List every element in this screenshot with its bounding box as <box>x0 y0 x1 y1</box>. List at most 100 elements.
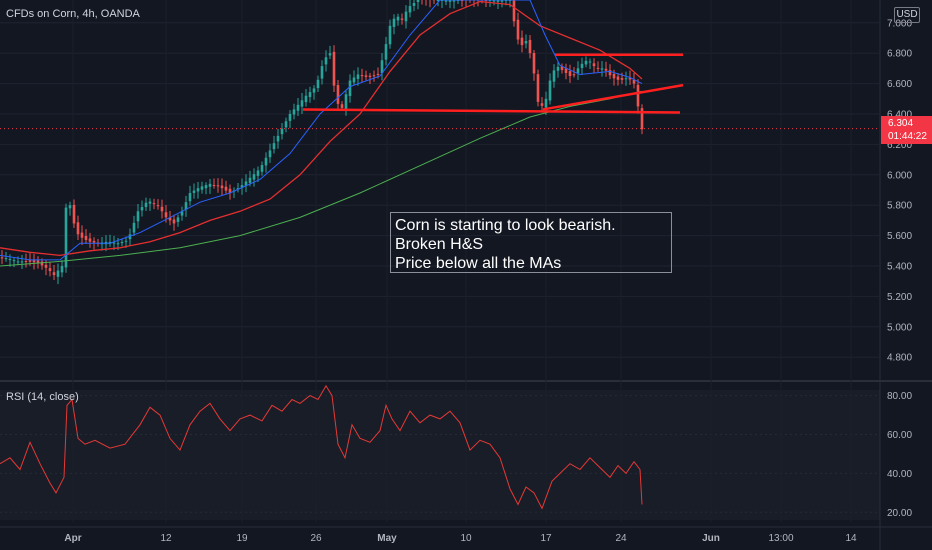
candle-body <box>604 68 608 71</box>
candle-body <box>220 185 224 189</box>
moving-averages <box>0 0 643 267</box>
candle-body <box>172 219 176 224</box>
candle-body <box>304 95 308 103</box>
candle-body <box>372 75 376 77</box>
candle-body <box>364 75 368 77</box>
candle-body <box>92 240 96 243</box>
candle-body <box>308 92 312 98</box>
candle-body <box>500 0 504 2</box>
time-tick-label: 26 <box>310 533 322 544</box>
candle-body <box>152 203 156 205</box>
time-tick-label: 12 <box>160 533 172 544</box>
candle-body <box>200 186 204 190</box>
trendline-neckline <box>302 108 681 114</box>
rsi-band <box>0 390 880 520</box>
candle-body <box>16 261 20 263</box>
candle-body <box>52 272 56 276</box>
candle-body <box>528 39 532 54</box>
rsi-tick-label: 80.00 <box>887 391 912 402</box>
candle-body <box>448 0 452 2</box>
candle-body <box>504 0 508 2</box>
time-tick-label: 19 <box>236 533 248 544</box>
candle-body <box>24 261 28 263</box>
candle-body <box>36 260 40 263</box>
candle-body <box>360 75 364 77</box>
time-tick-label: 17 <box>540 533 552 544</box>
candle-body <box>296 104 300 111</box>
candle-body <box>48 268 52 272</box>
candle-body <box>324 57 328 65</box>
candle-body <box>216 185 220 187</box>
candle-body <box>380 60 384 74</box>
candle-body <box>188 193 192 202</box>
candle-body <box>632 79 636 84</box>
price-tick-label: 6.400 <box>887 110 912 121</box>
candle-body <box>180 211 184 216</box>
candle-body <box>328 53 332 56</box>
price-tick-label: 6.800 <box>887 49 912 60</box>
candle-body <box>588 61 592 63</box>
candle-body <box>292 109 296 115</box>
time-tick-label: 13:00 <box>768 533 793 544</box>
candle-body <box>344 94 348 110</box>
candle-body <box>56 270 60 277</box>
candle-body <box>8 259 12 261</box>
ma-slow-line <box>0 90 643 267</box>
candle-body <box>608 70 612 76</box>
currency-badge[interactable]: USD <box>894 7 920 23</box>
candle-body <box>496 0 500 2</box>
candle-body <box>300 100 304 107</box>
time-tick-label: May <box>377 533 397 544</box>
axes: 7.000 6.800 6.600 6.400 6.200 6.000 5.800 5.600… <box>64 18 912 544</box>
price-tick-label: 5.600 <box>887 231 912 242</box>
annotation-line-1: Corn is starting to look bearish. <box>395 217 616 234</box>
price-tick-label: 5.400 <box>887 262 912 273</box>
candle-body <box>144 202 148 208</box>
candle-body <box>208 183 212 187</box>
candle-body <box>336 85 340 104</box>
candle-body <box>40 261 44 266</box>
last-price-tag: 6.304 01:44:22 <box>881 116 932 144</box>
candle-body <box>512 0 516 22</box>
candle-body <box>288 114 292 121</box>
candle-body <box>276 135 280 142</box>
ma-mid-line <box>0 0 643 257</box>
candle-body <box>4 258 8 260</box>
price-tick-label: 4.800 <box>887 353 912 364</box>
candle-body <box>72 204 76 224</box>
candle-body <box>636 84 640 107</box>
time-tick-label: Apr <box>64 533 81 544</box>
candle-body <box>352 77 356 83</box>
candle-body <box>196 188 200 192</box>
candle-body <box>268 150 272 158</box>
candle-body <box>332 51 336 86</box>
candle-body <box>240 185 244 188</box>
candle-body <box>580 63 584 69</box>
candle-body <box>576 68 580 74</box>
rsi-tick-label: 60.00 <box>887 430 912 441</box>
candle-body <box>404 11 408 22</box>
candle-body <box>640 108 644 130</box>
trendline-rising-support <box>542 83 684 111</box>
candle-body <box>616 76 620 80</box>
rsi-tick-label: 40.00 <box>887 469 912 480</box>
candle-body <box>388 25 392 45</box>
candle-body <box>80 232 84 238</box>
candle-body <box>280 128 284 135</box>
candle-body <box>272 143 276 150</box>
candle-body <box>532 52 536 74</box>
candle-body <box>540 103 544 106</box>
candle-body <box>560 66 564 70</box>
rsi-series <box>0 384 643 510</box>
candle-body <box>452 0 456 2</box>
candle-body <box>600 68 604 70</box>
price-tick-label: 5.200 <box>887 292 912 303</box>
candle-body <box>228 188 232 194</box>
annotation-box[interactable]: Corn is starting to look bearish. Broken… <box>390 212 672 273</box>
candle-body <box>140 207 144 211</box>
candle-body <box>76 222 80 235</box>
candle-body <box>592 63 596 67</box>
candle-body <box>544 98 548 108</box>
